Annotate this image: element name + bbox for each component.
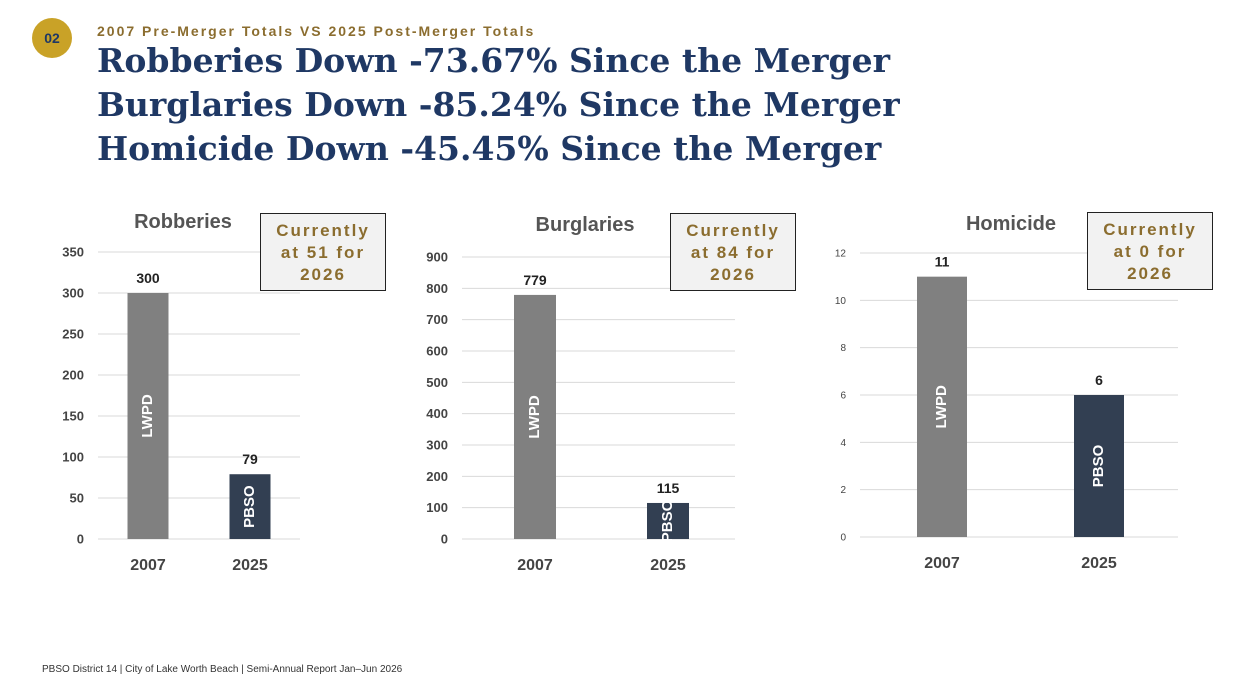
y-tick-label: 200	[426, 469, 448, 484]
bar-label: LWPD	[933, 385, 950, 428]
y-tick-label: 10	[835, 296, 847, 307]
annotation: Currently at 84 for 2026	[670, 213, 796, 291]
headline: Robberies Down -73.67% Since the Merger	[97, 41, 891, 80]
bar	[127, 293, 169, 539]
y-tick-label: 0	[441, 532, 448, 547]
bar-label: PBSO	[1090, 444, 1107, 487]
badge-text: 02	[44, 30, 60, 46]
bar-label: LWPD	[526, 395, 543, 438]
y-tick-label: 400	[426, 406, 448, 421]
y-tick-label: 350	[62, 245, 84, 260]
bar	[917, 276, 967, 537]
chart-title: Burglaries	[536, 214, 635, 236]
y-tick-label: 0	[77, 532, 84, 547]
y-tick-label: 500	[426, 375, 448, 390]
x-tick-label: 2007	[924, 555, 960, 572]
chart-title: Robberies	[134, 211, 232, 233]
subtitle: 2007 Pre-Merger Totals VS 2025 Post-Merg…	[97, 23, 535, 39]
bar-label: PBSO	[241, 485, 258, 528]
y-tick-label: 300	[426, 438, 448, 453]
headline: Burglaries Down -85.24% Since the Merger	[97, 85, 900, 124]
y-tick-label: 200	[62, 368, 84, 383]
headline: Homicide Down -45.45% Since the Merger	[97, 129, 882, 168]
y-tick-label: 800	[426, 281, 448, 296]
x-tick-label: 2025	[232, 557, 268, 574]
x-tick-label: 2025	[1081, 555, 1117, 572]
x-tick-label: 2007	[517, 557, 553, 574]
y-tick-label: 50	[70, 491, 84, 506]
badge	[32, 18, 72, 58]
y-tick-label: 100	[426, 500, 448, 515]
footer: PBSO District 14 | City of Lake Worth Be…	[42, 664, 403, 675]
data-label: 11	[935, 254, 950, 270]
y-tick-label: 2	[840, 485, 846, 496]
bar	[229, 474, 271, 539]
bar	[514, 294, 556, 539]
y-tick-label: 600	[426, 344, 448, 359]
y-tick-label: 150	[62, 409, 84, 424]
bar	[1074, 395, 1124, 537]
y-tick-label: 100	[62, 450, 84, 465]
y-tick-label: 700	[426, 312, 448, 327]
bar	[647, 502, 689, 539]
bar-label: LWPD	[139, 394, 156, 437]
y-tick-label: 6	[840, 391, 846, 402]
chart-title: Homicide	[966, 213, 1056, 235]
y-tick-label: 250	[62, 327, 84, 342]
bar-label: PBSO	[659, 499, 676, 542]
data-label: 300	[136, 270, 160, 286]
annotation: Currently at 0 for 2026	[1087, 212, 1213, 290]
y-tick-label: 0	[840, 533, 846, 544]
y-tick-label: 900	[426, 250, 448, 265]
data-label: 6	[1095, 372, 1103, 388]
annotation: Currently at 51 for 2026	[260, 213, 386, 291]
y-tick-label: 8	[840, 343, 846, 354]
data-label: 115	[657, 480, 680, 496]
data-label: 79	[242, 451, 258, 467]
y-tick-label: 4	[840, 438, 846, 449]
x-tick-label: 2007	[130, 557, 166, 574]
y-tick-label: 300	[62, 286, 84, 301]
data-label: 779	[523, 272, 547, 288]
x-tick-label: 2025	[650, 557, 686, 574]
y-tick-label: 12	[835, 249, 847, 260]
